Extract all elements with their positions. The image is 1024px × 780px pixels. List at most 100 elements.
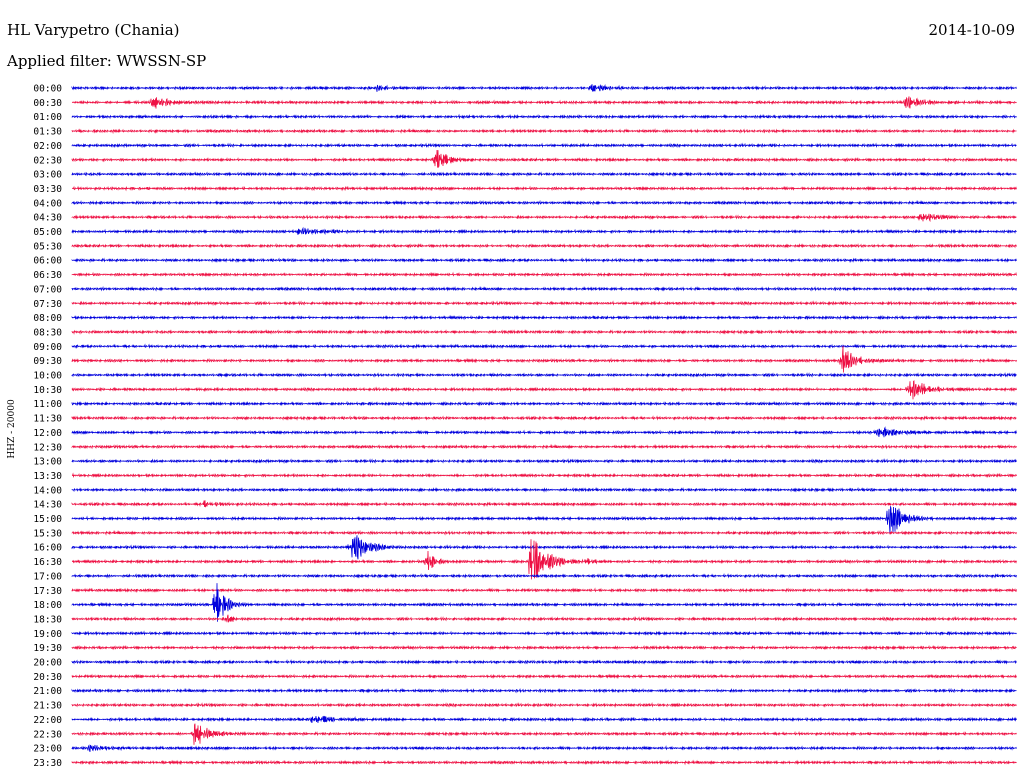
trace-row	[71, 213, 1017, 223]
seismogram-traces	[71, 83, 1017, 766]
row-time-label: 04:30	[33, 213, 62, 224]
row-time-label: 16:30	[33, 557, 62, 568]
trace-row	[71, 271, 1017, 278]
row-time-label: 16:00	[33, 543, 62, 554]
row-time-label: 22:30	[33, 729, 62, 740]
trace-row	[71, 199, 1017, 206]
trace-row	[71, 744, 1017, 753]
row-time-label: 00:00	[33, 84, 62, 95]
row-time-label: 17:30	[33, 586, 62, 597]
trace-row	[71, 286, 1017, 292]
trace-row	[71, 614, 1017, 623]
row-time-label: 02:00	[33, 141, 62, 152]
trace-row	[71, 113, 1017, 120]
row-time-label: 13:00	[33, 457, 62, 468]
trace-row	[71, 659, 1017, 665]
row-time-label: 17:00	[33, 571, 62, 582]
trace-row	[71, 426, 1017, 438]
row-time-label: 19:00	[33, 629, 62, 640]
trace-row	[71, 472, 1017, 479]
trace-row	[71, 486, 1017, 493]
row-time-labels: 00:00 00:30 01:00 01:30 02:00 02:30 03:00 03:30…	[33, 84, 62, 769]
trace-row	[71, 535, 1017, 560]
row-time-label: 14:30	[33, 500, 62, 511]
trace-row	[71, 573, 1017, 579]
station-title: HL Varypetro (Chania)	[7, 21, 180, 39]
row-time-label: 18:00	[33, 600, 62, 611]
trace-row	[71, 257, 1017, 264]
row-time-label: 04:00	[33, 198, 62, 209]
trace-row	[71, 128, 1017, 135]
row-time-label: 10:30	[33, 385, 62, 396]
row-time-label: 12:00	[33, 428, 62, 439]
row-time-label: 12:30	[33, 442, 62, 453]
row-time-label: 23:30	[33, 758, 62, 769]
trace-row	[71, 529, 1017, 536]
row-time-label: 06:30	[33, 270, 62, 281]
trace-row	[71, 185, 1017, 192]
trace-row	[71, 506, 1017, 534]
row-time-label: 03:30	[33, 184, 62, 195]
row-time-label: 18:30	[33, 614, 62, 625]
row-time-label: 06:00	[33, 256, 62, 267]
trace-row	[71, 171, 1017, 177]
row-time-label: 10:00	[33, 371, 62, 382]
row-time-label: 20:00	[33, 658, 62, 669]
row-time-label: 21:00	[33, 686, 62, 697]
trace-row	[71, 644, 1017, 651]
trace-row	[71, 149, 1017, 168]
trace-row	[71, 329, 1017, 335]
trace-row	[71, 83, 1017, 92]
row-time-label: 03:00	[33, 170, 62, 181]
row-time-label: 20:30	[33, 672, 62, 683]
trace-row	[71, 759, 1017, 766]
row-time-label: 15:30	[33, 528, 62, 539]
trace-row	[71, 142, 1017, 149]
date-label: 2014-10-09	[928, 21, 1015, 39]
row-time-label: 05:00	[33, 227, 62, 238]
row-time-label: 11:30	[33, 414, 62, 425]
row-time-label: 11:00	[33, 399, 62, 410]
trace-row	[71, 343, 1017, 350]
row-time-label: 07:30	[33, 299, 62, 310]
trace-row	[71, 539, 1017, 580]
row-time-label: 13:30	[33, 471, 62, 482]
trace-row	[71, 380, 1017, 400]
trace-row	[71, 345, 1017, 373]
trace-row	[71, 415, 1017, 421]
trace-row	[71, 96, 1017, 109]
trace-row	[71, 400, 1017, 407]
trace-row	[71, 226, 1017, 236]
row-time-label: 01:30	[33, 127, 62, 138]
trace-row	[71, 314, 1017, 321]
trace-row	[71, 715, 1017, 724]
row-time-label: 21:30	[33, 701, 62, 712]
trace-row	[71, 587, 1017, 594]
row-time-label: 07:00	[33, 284, 62, 295]
row-time-label: 15:00	[33, 514, 62, 525]
filter-label: Applied filter: WWSSN-SP	[7, 52, 207, 70]
trace-row	[71, 687, 1017, 694]
trace-row	[71, 673, 1017, 680]
row-time-label: 01:00	[33, 112, 62, 123]
row-time-label: 09:30	[33, 356, 62, 367]
trace-row	[71, 372, 1017, 378]
trace-row	[71, 702, 1017, 708]
trace-row	[71, 243, 1017, 249]
trace-row	[71, 630, 1017, 637]
trace-row	[71, 300, 1017, 307]
row-time-label: 19:30	[33, 643, 62, 654]
row-time-label: 08:30	[33, 327, 62, 338]
trace-row	[71, 723, 1017, 745]
row-time-label: 22:00	[33, 715, 62, 726]
row-time-label: 02:30	[33, 155, 62, 166]
row-time-label: 05:30	[33, 241, 62, 252]
row-time-label: 00:30	[33, 98, 62, 109]
trace-row	[71, 500, 1017, 508]
row-time-label: 14:00	[33, 485, 62, 496]
row-time-label: 09:00	[33, 342, 62, 353]
row-time-label: 23:00	[33, 744, 62, 755]
trace-row	[71, 443, 1017, 450]
row-time-label: 08:00	[33, 313, 62, 324]
